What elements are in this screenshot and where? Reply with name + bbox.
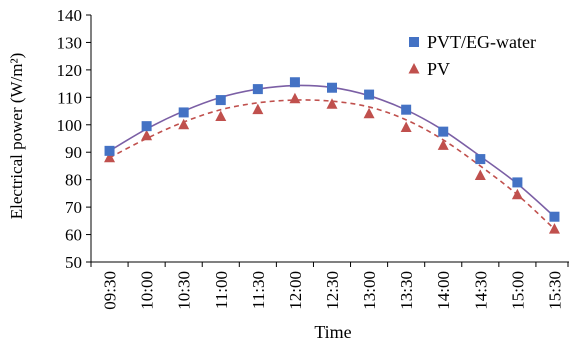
- pv-data-point: [474, 169, 486, 181]
- x-tick-label: 09:30: [101, 271, 120, 310]
- y-tick-label: 80: [65, 171, 82, 190]
- y-tick-label: 50: [65, 253, 82, 272]
- pvt-data-point: [364, 89, 375, 100]
- x-tick-label: 15:00: [508, 271, 527, 310]
- pv-data-point: [400, 121, 412, 133]
- series-markers: [104, 77, 560, 234]
- y-tick-label: 70: [65, 198, 82, 217]
- pv-data-point: [511, 188, 523, 200]
- x-tick-label: 13:00: [360, 271, 379, 310]
- pvt-data-point: [438, 126, 449, 137]
- x-axis-ticks: 09:30 10:00 10:30 11:00 11:30 12:00 12:30 13:00…: [90, 262, 569, 310]
- pv-data-point: [548, 223, 560, 234]
- y-tick-label: 130: [57, 33, 83, 52]
- x-tick-label: 10:30: [175, 271, 194, 310]
- pv-data-point: [252, 103, 264, 115]
- y-tick-label: 110: [57, 88, 82, 107]
- legend-label: PVT/EG-water: [427, 32, 536, 52]
- x-tick-label: 13:30: [397, 271, 416, 310]
- x-tick-label: 11:00: [212, 271, 231, 309]
- pvt-data-point: [549, 211, 560, 222]
- x-tick-label: 14:30: [471, 271, 490, 310]
- x-tick-label: 11:30: [249, 271, 268, 309]
- y-tick-label: 60: [65, 226, 82, 245]
- y-tick-label: 140: [57, 6, 83, 25]
- pvt-data-point: [215, 95, 226, 106]
- pv-data-point: [437, 139, 449, 150]
- legend-square-icon: [409, 37, 419, 47]
- legend-label: PV: [427, 59, 450, 79]
- pvt-data-point: [327, 82, 337, 93]
- pvt-data-point: [475, 154, 486, 165]
- x-tick-label: 12:00: [286, 271, 305, 310]
- pv-data-point: [289, 92, 301, 104]
- pv-data-point: [178, 118, 190, 130]
- x-tick-label: 14:00: [434, 271, 453, 310]
- pv-data-point: [215, 110, 227, 122]
- y-axis-title: Electrical power (W/m²): [7, 53, 26, 220]
- pvt-data-point: [141, 121, 152, 132]
- pvt-data-point: [178, 107, 189, 118]
- pv-data-point: [141, 129, 153, 141]
- pvt-data-point: [289, 77, 300, 88]
- y-tick-label: 120: [57, 61, 83, 80]
- pvt-data-point: [104, 145, 115, 156]
- pvt-data-point: [401, 104, 412, 115]
- pv-data-point: [363, 107, 375, 119]
- legend: PVT/EG-water PV: [408, 32, 536, 79]
- pv-data-point: [326, 98, 338, 109]
- y-axis-ticks: 50 60 70 80 90 100 110 120 130 140: [57, 6, 91, 272]
- x-tick-label: 15:30: [545, 271, 564, 310]
- pv-data-point: [104, 151, 116, 163]
- x-tick-label: 10:00: [138, 271, 157, 310]
- legend-triangle-icon: [408, 63, 420, 74]
- x-tick-label: 12:30: [323, 271, 342, 310]
- pvt-data-point: [252, 84, 263, 95]
- pvt-data-point: [512, 177, 523, 188]
- x-axis-title: Time: [314, 322, 351, 342]
- y-tick-label: 90: [65, 143, 82, 162]
- y-tick-label: 100: [57, 116, 83, 135]
